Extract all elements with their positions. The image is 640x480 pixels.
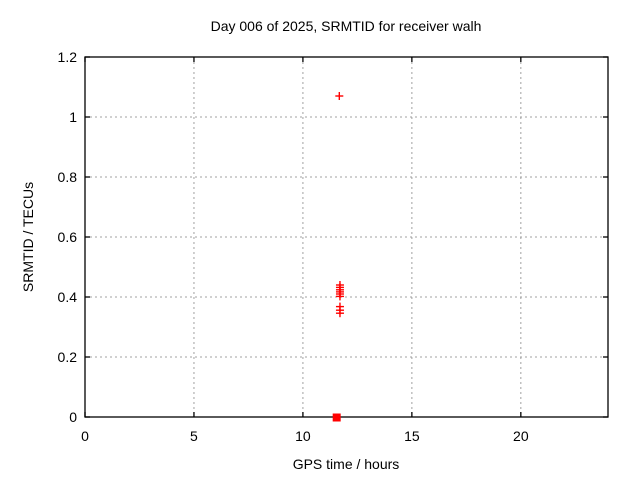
y-tick-label: 0.2	[58, 349, 78, 365]
x-tick-label: 15	[404, 428, 420, 444]
y-tick-label: 0.4	[58, 289, 78, 305]
data-points-layer	[332, 92, 344, 422]
y-tick-label: 0.8	[58, 169, 78, 185]
y-tick-label: 0.6	[58, 229, 78, 245]
data-point-marker	[335, 92, 344, 100]
data-point-marker	[335, 309, 344, 318]
y-tick-label: 0	[69, 409, 77, 425]
grid-layer	[85, 57, 608, 417]
chart-title: Day 006 of 2025, SRMTID for receiver wal…	[211, 18, 482, 34]
x-tick-label: 0	[81, 428, 89, 444]
y-tick-label: 1.2	[58, 49, 78, 65]
x-tick-label: 10	[295, 428, 311, 444]
data-point-marker	[335, 292, 344, 301]
x-tick-label: 20	[513, 428, 529, 444]
x-axis-label: GPS time / hours	[293, 456, 400, 472]
axis-layer: 0 5 10 15 20 0 0.2 0.4 0.6 0.8 1 1.2	[58, 49, 609, 444]
x-tick-label: 5	[190, 428, 198, 444]
y-axis-label: SRMTID / TECUs	[20, 182, 36, 292]
zero-cluster-marker	[332, 413, 341, 422]
y-tick-label: 1	[69, 109, 77, 125]
